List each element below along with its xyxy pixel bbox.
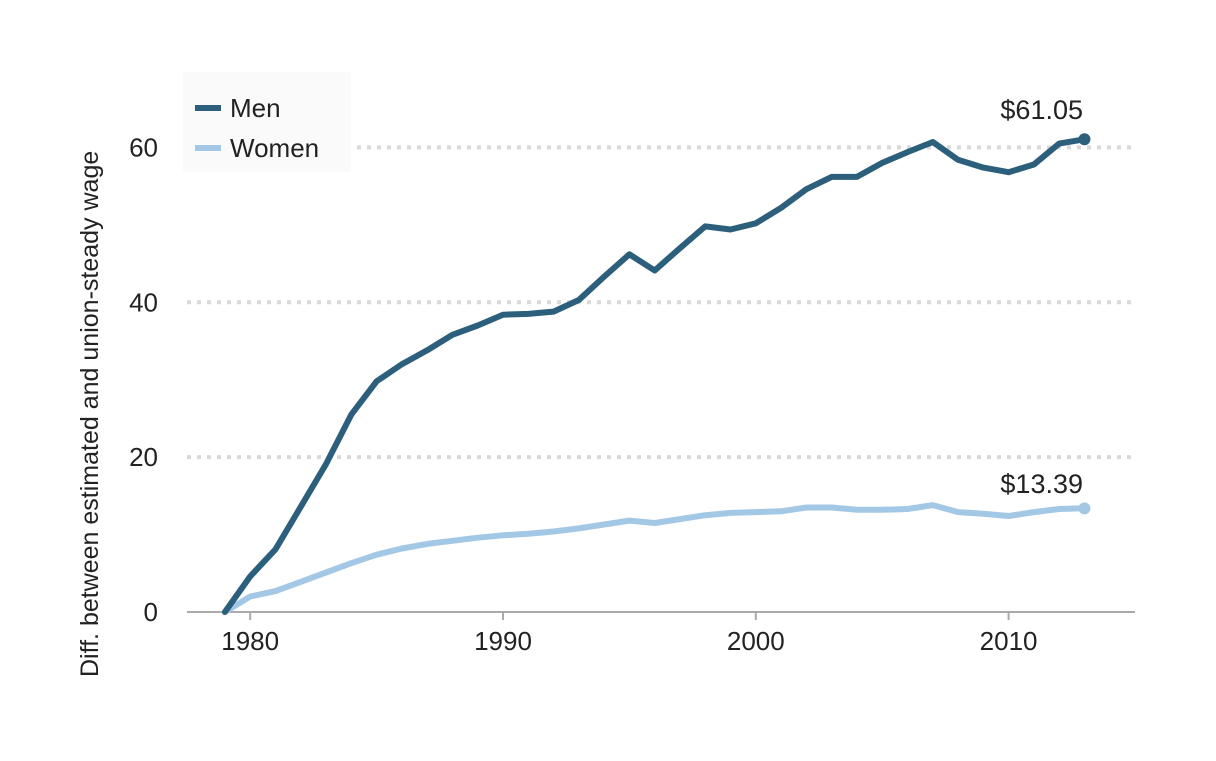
- legend-label-men: Men: [230, 93, 281, 123]
- end-marker-men: [1078, 133, 1091, 146]
- series-line-women: [221, 502, 1088, 615]
- x-tick-label-2010: 2010: [980, 626, 1038, 656]
- x-axis: [187, 611, 1135, 620]
- gridlines: [187, 145, 1135, 460]
- series-line-men: [221, 136, 1088, 615]
- x-tick-label-2000: 2000: [727, 626, 785, 656]
- end-markers: [1078, 133, 1091, 515]
- legend-item-men: Men: [195, 93, 281, 123]
- y-tick-label-0: 0: [144, 597, 158, 627]
- y-axis-title: Diff. between estimated and union-steady…: [76, 151, 104, 677]
- x-tick-label-1990: 1990: [474, 626, 532, 656]
- legend-background: [183, 72, 351, 172]
- legend: Men Women: [183, 72, 351, 172]
- end-marker-women: [1078, 502, 1091, 515]
- end-label-women: $13.39: [1000, 469, 1083, 499]
- x-tick-label-1980: 1980: [221, 626, 279, 656]
- y-tick-label-40: 40: [129, 287, 158, 317]
- y-tick-label-20: 20: [129, 442, 158, 472]
- series-lines: [221, 136, 1088, 615]
- y-axis-tick-labels: 0 20 40 60: [129, 132, 158, 627]
- legend-item-women: Women: [195, 133, 319, 163]
- x-axis-tick-labels: 1980 1990 2000 2010: [221, 626, 1037, 656]
- end-label-men: $61.05: [1000, 95, 1083, 125]
- legend-label-women: Women: [230, 133, 319, 163]
- y-tick-label-60: 60: [129, 132, 158, 162]
